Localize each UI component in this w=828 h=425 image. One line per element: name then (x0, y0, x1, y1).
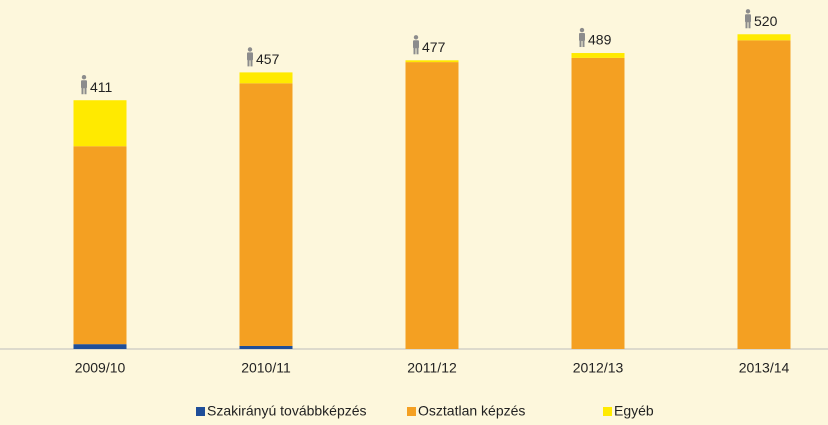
person-icon (579, 27, 585, 33)
person-icon (247, 59, 250, 67)
legend-label: Osztatlan képzés (418, 403, 525, 419)
person-icon (413, 35, 419, 40)
bar-segment (737, 34, 791, 41)
legend-swatch (407, 407, 416, 416)
bar-segment (571, 57, 625, 350)
bar-segment (737, 40, 791, 349)
person-icon (579, 40, 582, 48)
person-icon (748, 21, 751, 29)
total-label: 520 (754, 13, 778, 29)
x-tick-label: 2009/10 (75, 360, 126, 376)
legend-label: Egyéb (614, 403, 654, 419)
bar-segment (405, 62, 459, 350)
person-icon (247, 47, 253, 52)
total-label: 457 (256, 51, 280, 67)
bar-segment (239, 83, 293, 346)
person-icon (413, 47, 416, 55)
total-label: 411 (90, 79, 113, 95)
legend-swatch (603, 407, 612, 416)
bar-segment (73, 100, 127, 147)
bar-segment (73, 344, 127, 349)
x-tick-label: 2012/13 (573, 360, 624, 376)
person-icon (745, 14, 751, 23)
legend-swatch (196, 407, 205, 416)
person-icon (250, 59, 253, 67)
person-icon (582, 40, 585, 48)
x-tick-label: 2011/12 (407, 360, 457, 376)
person-icon (416, 47, 419, 55)
person-icon (81, 87, 84, 95)
x-tick-label: 2010/11 (241, 360, 291, 376)
person-icon (84, 87, 87, 95)
x-tick-label: 2013/14 (739, 360, 790, 376)
bar-segment (239, 72, 293, 84)
bar-segment (405, 60, 459, 63)
bar-segment (73, 146, 127, 345)
total-label: 477 (422, 39, 446, 55)
person-icon (413, 40, 419, 49)
person-icon (579, 33, 585, 42)
person-icon (745, 9, 751, 14)
person-icon (81, 80, 87, 89)
bar-segment (571, 53, 625, 58)
bar-segment (239, 345, 293, 349)
person-icon (81, 75, 87, 80)
person-icon (247, 52, 253, 61)
legend-label: Szakirányú továbbképzés (207, 403, 367, 419)
total-label: 489 (588, 32, 612, 48)
person-icon (745, 21, 748, 29)
